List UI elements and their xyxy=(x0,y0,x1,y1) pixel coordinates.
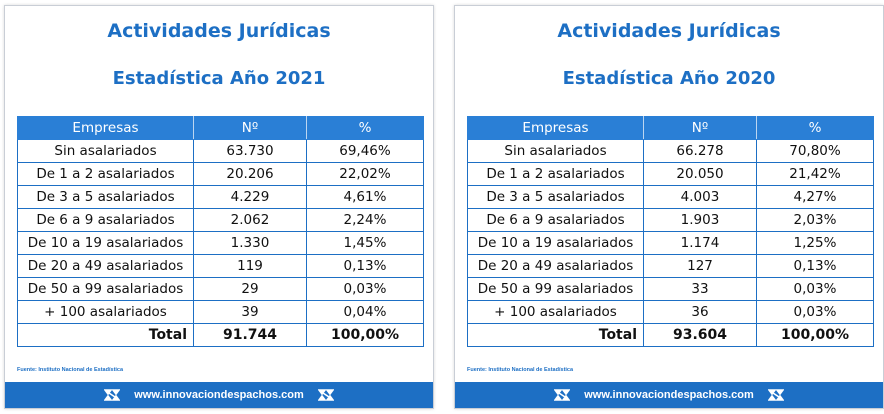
cell-numero: 127 xyxy=(643,254,757,278)
table-header-row: Empresas Nº % xyxy=(17,116,424,140)
table-header-row: Empresas Nº % xyxy=(467,116,874,140)
cell-porcentaje: 4,61% xyxy=(306,185,424,209)
footer-url[interactable]: www.innovaciondespachos.com xyxy=(584,389,754,401)
cell-porcentaje: 0,04% xyxy=(306,300,424,324)
cell-numero: 33 xyxy=(643,277,757,301)
cell-empresas: + 100 asalariados xyxy=(467,300,644,324)
total-porcentaje: 100,00% xyxy=(756,323,874,347)
table-row: + 100 asalariados 36 0,03% xyxy=(467,300,874,324)
stats-card-2021: Actividades Jurídicas Estadística Año 20… xyxy=(4,5,434,409)
table-row: De 1 a 2 asalariados 20.206 22,02% xyxy=(17,162,424,186)
total-numero: 91.744 xyxy=(193,323,307,347)
col-header-porcentaje: % xyxy=(756,116,874,140)
cell-numero: 66.278 xyxy=(643,139,757,163)
total-numero: 93.604 xyxy=(643,323,757,347)
cell-empresas: De 20 a 49 asalariados xyxy=(467,254,644,278)
cell-porcentaje: 1,45% xyxy=(306,231,424,255)
cell-numero: 20.206 xyxy=(193,162,307,186)
table-row: De 50 a 99 asalariados 29 0,03% xyxy=(17,277,424,301)
cell-porcentaje: 0,13% xyxy=(756,254,874,278)
stats-card-2020: Actividades Jurídicas Estadística Año 20… xyxy=(454,5,884,409)
footer-bar: www.innovaciondespachos.com xyxy=(455,382,883,408)
stats-table: Empresas Nº % Sin asalariados 66.278 70,… xyxy=(467,116,874,347)
total-label: Total xyxy=(17,323,194,347)
cell-empresas: De 1 a 2 asalariados xyxy=(467,162,644,186)
cell-numero: 63.730 xyxy=(193,139,307,163)
footer-bar: www.innovaciondespachos.com xyxy=(5,382,433,408)
cell-numero: 39 xyxy=(193,300,307,324)
cell-empresas: De 3 a 5 asalariados xyxy=(17,185,194,209)
logo-icon xyxy=(554,388,571,402)
col-header-empresas: Empresas xyxy=(467,116,644,140)
cell-empresas: + 100 asalariados xyxy=(17,300,194,324)
total-porcentaje: 100,00% xyxy=(306,323,424,347)
cell-empresas: De 10 a 19 asalariados xyxy=(17,231,194,255)
cell-porcentaje: 1,25% xyxy=(756,231,874,255)
table-row: De 10 a 19 asalariados 1.174 1,25% xyxy=(467,231,874,255)
cell-numero: 4.229 xyxy=(193,185,307,209)
cell-empresas: De 1 a 2 asalariados xyxy=(17,162,194,186)
cell-empresas: De 50 a 99 asalariados xyxy=(467,277,644,301)
table-row: De 6 a 9 asalariados 2.062 2,24% xyxy=(17,208,424,232)
cell-porcentaje: 0,13% xyxy=(306,254,424,278)
card-title: Actividades Jurídicas xyxy=(557,20,781,42)
cell-empresas: De 6 a 9 asalariados xyxy=(17,208,194,232)
table-row: De 3 a 5 asalariados 4.003 4,27% xyxy=(467,185,874,209)
cell-empresas: Sin asalariados xyxy=(467,139,644,163)
table-row: De 1 a 2 asalariados 20.050 21,42% xyxy=(467,162,874,186)
footer-url[interactable]: www.innovaciondespachos.com xyxy=(134,389,304,401)
card-title: Actividades Jurídicas xyxy=(107,20,331,42)
cell-porcentaje: 22,02% xyxy=(306,162,424,186)
logo-icon xyxy=(767,388,784,402)
cell-empresas: De 3 a 5 asalariados xyxy=(467,185,644,209)
cell-numero: 1.903 xyxy=(643,208,757,232)
cell-empresas: De 50 a 99 asalariados xyxy=(17,277,194,301)
table-row: + 100 asalariados 39 0,04% xyxy=(17,300,424,324)
table-row: De 50 a 99 asalariados 33 0,03% xyxy=(467,277,874,301)
cell-numero: 29 xyxy=(193,277,307,301)
table-row: De 3 a 5 asalariados 4.229 4,61% xyxy=(17,185,424,209)
table-row: De 6 a 9 asalariados 1.903 2,03% xyxy=(467,208,874,232)
table-row: De 20 a 49 asalariados 119 0,13% xyxy=(17,254,424,278)
cell-numero: 1.330 xyxy=(193,231,307,255)
total-label: Total xyxy=(467,323,644,347)
cell-porcentaje: 2,03% xyxy=(756,208,874,232)
col-header-porcentaje: % xyxy=(306,116,424,140)
cell-numero: 4.003 xyxy=(643,185,757,209)
cell-numero: 20.050 xyxy=(643,162,757,186)
cell-porcentaje: 0,03% xyxy=(756,300,874,324)
cell-numero: 1.174 xyxy=(643,231,757,255)
cell-empresas: De 10 a 19 asalariados xyxy=(467,231,644,255)
table-total-row: Total 91.744 100,00% xyxy=(17,323,424,347)
cell-porcentaje: 2,24% xyxy=(306,208,424,232)
cell-empresas: De 20 a 49 asalariados xyxy=(17,254,194,278)
cell-porcentaje: 69,46% xyxy=(306,139,424,163)
col-header-numero: Nº xyxy=(193,116,307,140)
table-row: De 20 a 49 asalariados 127 0,13% xyxy=(467,254,874,278)
cell-empresas: De 6 a 9 asalariados xyxy=(467,208,644,232)
cell-numero: 119 xyxy=(193,254,307,278)
table-row: Sin asalariados 66.278 70,80% xyxy=(467,139,874,163)
table-row: De 10 a 19 asalariados 1.330 1,45% xyxy=(17,231,424,255)
card-subtitle: Estadística Año 2020 xyxy=(562,68,776,89)
card-subtitle: Estadística Año 2021 xyxy=(112,68,326,89)
cell-porcentaje: 0,03% xyxy=(756,277,874,301)
col-header-numero: Nº xyxy=(643,116,757,140)
cell-numero: 2.062 xyxy=(193,208,307,232)
cell-porcentaje: 0,03% xyxy=(306,277,424,301)
cell-porcentaje: 21,42% xyxy=(756,162,874,186)
cell-porcentaje: 70,80% xyxy=(756,139,874,163)
table-total-row: Total 93.604 100,00% xyxy=(467,323,874,347)
table-row: Sin asalariados 63.730 69,46% xyxy=(17,139,424,163)
source-note: Fuente: Instituto Nacional de Estadístic… xyxy=(17,367,124,373)
source-note: Fuente: Instituto Nacional de Estadístic… xyxy=(467,367,574,373)
cell-numero: 36 xyxy=(643,300,757,324)
logo-icon xyxy=(104,388,121,402)
cell-porcentaje: 4,27% xyxy=(756,185,874,209)
col-header-empresas: Empresas xyxy=(17,116,194,140)
cell-empresas: Sin asalariados xyxy=(17,139,194,163)
logo-icon xyxy=(317,388,334,402)
stats-table: Empresas Nº % Sin asalariados 63.730 69,… xyxy=(17,116,424,347)
